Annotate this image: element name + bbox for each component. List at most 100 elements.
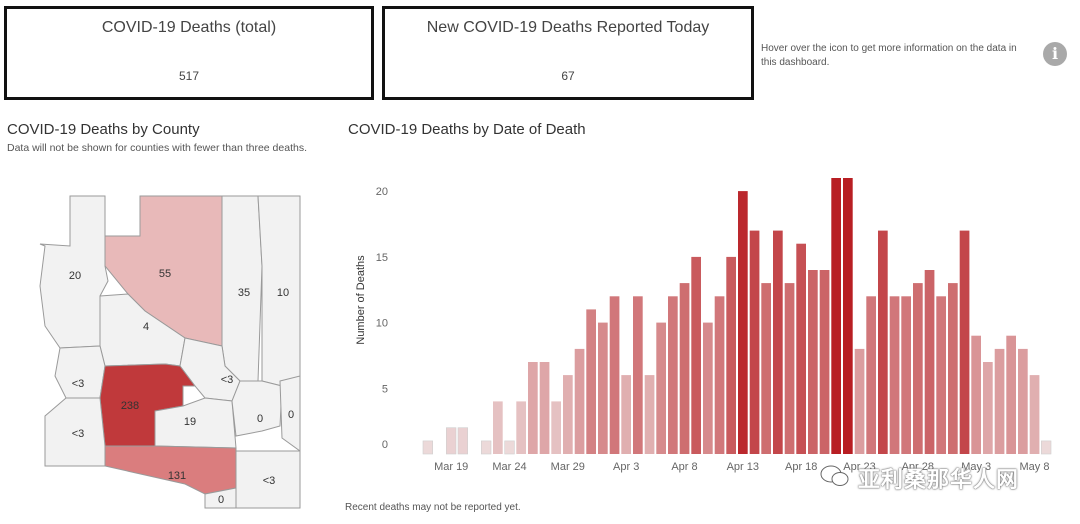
bar[interactable] xyxy=(644,375,655,454)
kpi-new-value: 67 xyxy=(561,69,575,83)
bar[interactable] xyxy=(831,178,841,454)
county-label: 35 xyxy=(238,287,250,299)
bar[interactable] xyxy=(668,296,678,454)
bar[interactable] xyxy=(866,296,876,454)
x-tick-label: Apr 28 xyxy=(902,461,934,473)
kpi-total-title: COVID-19 Deaths (total) xyxy=(101,19,277,36)
bar[interactable] xyxy=(422,440,433,455)
county-label: 0 xyxy=(288,409,294,421)
bar[interactable] xyxy=(936,296,946,454)
bar[interactable] xyxy=(901,296,911,454)
map-note: Data will not be shown for counties with… xyxy=(7,142,307,154)
bar[interactable] xyxy=(563,375,573,454)
county-cochise[interactable] xyxy=(235,450,301,509)
bar[interactable] xyxy=(1029,375,1040,454)
bar[interactable] xyxy=(1018,348,1028,454)
bar[interactable] xyxy=(633,296,643,454)
bar[interactable] xyxy=(504,440,515,455)
county-label: 0 xyxy=(257,413,263,425)
y-axis-label: Number of Deaths xyxy=(355,255,367,345)
chart-title: COVID-19 Deaths by Date of Death xyxy=(348,121,586,138)
bar[interactable] xyxy=(446,427,457,455)
bar[interactable] xyxy=(621,375,631,454)
county-label: 10 xyxy=(277,287,289,299)
bar[interactable] xyxy=(971,335,981,454)
y-tick-label: 15 xyxy=(376,252,388,264)
deaths-by-date-chart: 0 5 10 15 20 Number of Deaths Mar 19 Mar 24 Mar … xyxy=(355,178,1052,473)
bar[interactable] xyxy=(948,283,958,454)
bar[interactable] xyxy=(808,270,818,454)
x-tick-label: May 8 xyxy=(1020,461,1050,473)
y-tick-label: 5 xyxy=(382,383,388,395)
watermark-text: 亚利桑那华人网 xyxy=(858,467,1020,492)
county-label: 20 xyxy=(69,270,81,282)
bar[interactable] xyxy=(994,348,1005,454)
map-title: COVID-19 Deaths by County xyxy=(7,121,200,138)
bar[interactable] xyxy=(481,440,492,455)
x-tick-label: May 3 xyxy=(961,461,991,473)
county-map: 20 55 35 10 4 <3 <3 238 19 0 0 <3 131 0 … xyxy=(39,195,301,509)
bar[interactable] xyxy=(959,230,970,454)
bar[interactable] xyxy=(528,362,538,454)
bar[interactable] xyxy=(761,283,771,454)
bar[interactable] xyxy=(714,296,725,454)
bar[interactable] xyxy=(854,348,865,454)
bar[interactable] xyxy=(878,230,888,454)
bar[interactable] xyxy=(924,270,935,454)
county-label: <3 xyxy=(72,428,85,440)
bar[interactable] xyxy=(796,243,806,454)
x-tick-label: Apr 3 xyxy=(613,461,639,473)
bar[interactable] xyxy=(516,401,526,454)
county-graham[interactable] xyxy=(231,380,283,437)
bar[interactable] xyxy=(773,230,783,454)
bar[interactable] xyxy=(1006,335,1016,454)
county-label: <3 xyxy=(72,378,85,390)
county-label: 238 xyxy=(121,400,139,412)
y-tick-label: 20 xyxy=(376,186,388,198)
bar[interactable] xyxy=(843,178,853,454)
bar[interactable] xyxy=(738,191,748,454)
x-tick-label: Apr 13 xyxy=(727,461,759,473)
y-tick-label: 0 xyxy=(382,439,388,451)
bar[interactable] xyxy=(1040,440,1052,455)
info-icon[interactable]: i xyxy=(1043,42,1067,66)
bar[interactable] xyxy=(679,283,690,454)
chart-footnote: Recent deaths may not be reported yet. xyxy=(345,502,521,513)
bar[interactable] xyxy=(609,296,620,454)
bar[interactable] xyxy=(656,322,666,454)
bar[interactable] xyxy=(819,270,830,454)
bar[interactable] xyxy=(913,283,923,454)
bar[interactable] xyxy=(586,309,596,454)
bar[interactable] xyxy=(551,401,561,454)
county-label: 4 xyxy=(143,321,149,333)
bar[interactable] xyxy=(493,401,503,454)
bar[interactable] xyxy=(703,322,713,454)
county-label: 19 xyxy=(184,416,196,428)
kpi-total-value: 517 xyxy=(178,69,200,83)
kpi-new-title: New COVID-19 Deaths Reported Today xyxy=(426,19,710,36)
bar[interactable] xyxy=(889,296,900,454)
county-label: <3 xyxy=(263,475,276,487)
county-label: 55 xyxy=(159,268,171,280)
kpi-new-deaths: New COVID-19 Deaths Reported Today 67 xyxy=(382,6,754,100)
x-tick-label: Mar 24 xyxy=(492,461,526,473)
bar[interactable] xyxy=(574,348,585,454)
x-tick-label: Mar 29 xyxy=(551,461,585,473)
x-tick-label: Apr 8 xyxy=(671,461,697,473)
bar[interactable] xyxy=(598,322,608,454)
county-label: <3 xyxy=(221,374,234,386)
wechat-icon xyxy=(820,465,849,486)
bar[interactable] xyxy=(784,283,795,454)
bar[interactable] xyxy=(726,256,736,454)
county-la-paz[interactable] xyxy=(54,345,106,399)
bar[interactable] xyxy=(457,427,468,455)
x-tick-label: Apr 18 xyxy=(785,461,817,473)
x-tick-label: Apr 23 xyxy=(843,461,875,473)
info-text: Hover over the icon to get more informat… xyxy=(761,43,1017,68)
bar[interactable] xyxy=(983,362,993,454)
county-label: 131 xyxy=(168,470,186,482)
bar[interactable] xyxy=(539,362,550,454)
bar[interactable] xyxy=(749,230,760,454)
bar[interactable] xyxy=(691,256,701,454)
x-tick-label: Mar 19 xyxy=(434,461,468,473)
